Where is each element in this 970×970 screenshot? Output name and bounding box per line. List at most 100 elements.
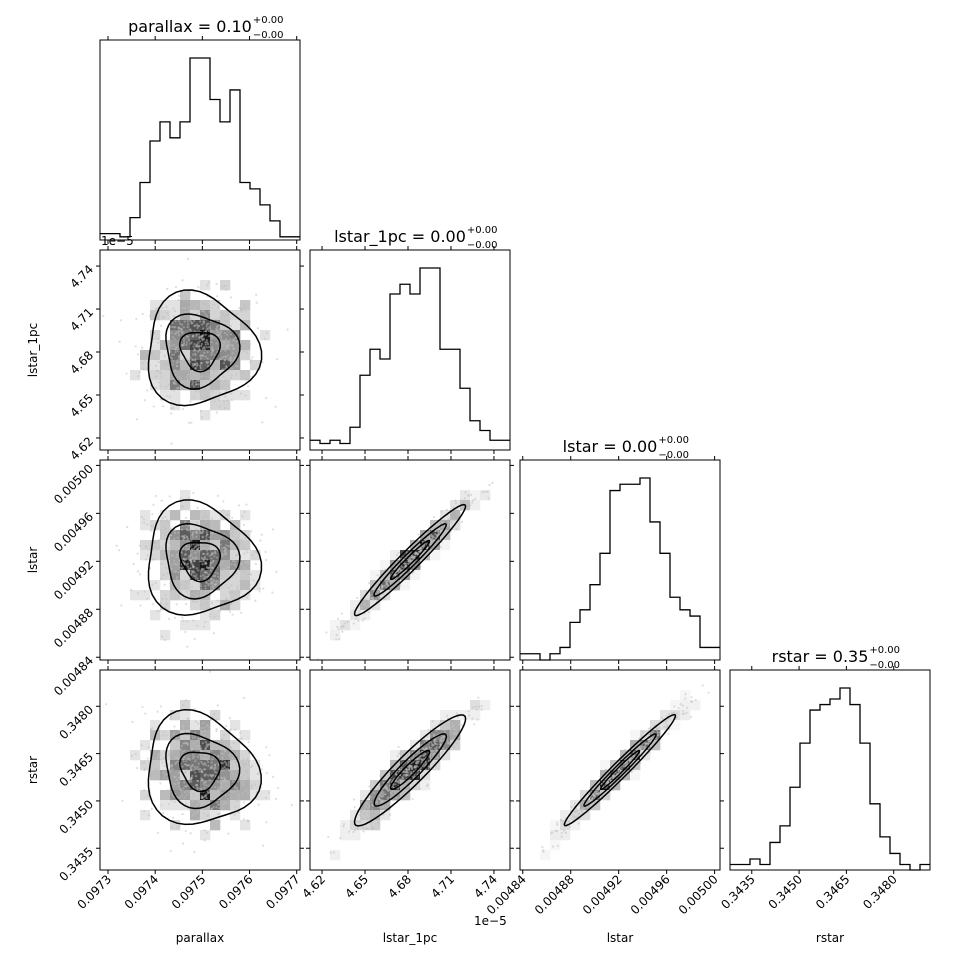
scatter-point — [225, 319, 228, 323]
scatter-point — [223, 284, 226, 287]
scatter-point — [177, 386, 180, 389]
scatter-point — [436, 529, 440, 532]
scatter-point — [202, 302, 205, 305]
density-cell — [200, 740, 211, 751]
scatter-point — [453, 746, 456, 749]
scatter-point — [185, 296, 188, 299]
scatter-point — [169, 589, 173, 593]
scatter-point — [191, 353, 195, 356]
scatter-point — [204, 729, 207, 732]
scatter-point — [245, 596, 248, 599]
density-cell — [220, 530, 231, 541]
scatter-point — [125, 372, 128, 375]
scatter-point — [238, 333, 241, 336]
scatter-point — [190, 543, 193, 546]
scatter-point — [564, 816, 567, 820]
scatter-point — [435, 740, 438, 743]
scatter-point — [206, 341, 209, 344]
scatter-point — [165, 792, 169, 796]
density-cell — [240, 340, 251, 351]
scatter-point — [473, 723, 476, 726]
scatter-point — [381, 585, 384, 588]
scatter-point — [261, 361, 264, 364]
scatter-point — [241, 791, 244, 794]
scatter-point — [378, 589, 381, 592]
scatter-point — [215, 739, 219, 742]
scatter-point — [619, 768, 622, 772]
panel-frame — [519, 459, 721, 661]
scatter-point — [186, 325, 189, 329]
scatter-point — [177, 781, 181, 784]
scatter-point — [221, 806, 224, 809]
scatter-point — [337, 617, 340, 620]
scatter-point — [231, 613, 234, 616]
scatter-point — [203, 786, 206, 789]
density-cell — [350, 620, 361, 631]
scatter-point — [235, 572, 238, 575]
scatter-point — [230, 769, 233, 772]
x-tick-label: 4.71 — [428, 872, 457, 901]
scatter-point — [432, 739, 436, 742]
scatter-point — [221, 756, 224, 759]
scatter-point — [222, 748, 225, 751]
scatter-point — [267, 791, 271, 794]
scatter-point — [160, 795, 163, 798]
scatter-point — [230, 367, 233, 370]
scatter-point — [185, 602, 188, 606]
density-cell — [170, 730, 181, 741]
scatter-point — [200, 380, 203, 384]
scatter-point — [372, 791, 375, 794]
scatter-point — [174, 545, 177, 548]
scatter-point — [201, 395, 204, 398]
scatter-point — [224, 584, 227, 587]
scatter-point — [246, 385, 250, 388]
scatter-point — [154, 364, 158, 368]
scatter-point — [217, 334, 220, 337]
density-cell — [560, 830, 571, 841]
density-cell — [450, 500, 461, 511]
scatter-point — [574, 809, 577, 813]
scatter-point — [151, 602, 155, 606]
scatter-point — [471, 501, 474, 504]
scatter-point — [185, 802, 188, 805]
scatter-point — [210, 390, 214, 393]
density-cell — [190, 810, 201, 821]
density-cell — [170, 510, 181, 521]
density-cell — [200, 560, 211, 571]
scatter-point — [365, 806, 368, 809]
scatter-point — [193, 509, 196, 512]
scatter-point — [230, 796, 233, 800]
scatter-point — [223, 801, 226, 804]
density-cell — [230, 740, 241, 751]
scatter-point — [378, 784, 381, 787]
scatter-point — [236, 585, 240, 588]
scatter-point — [456, 715, 460, 719]
scatter-point — [161, 316, 164, 319]
scatter-point — [195, 576, 198, 579]
scatter-point — [468, 714, 471, 717]
scatter-point — [673, 705, 676, 708]
scatter-point — [690, 696, 693, 699]
scatter-point — [190, 789, 193, 792]
scatter-point — [484, 490, 487, 493]
scatter-point — [204, 561, 207, 564]
scatter-point — [457, 723, 460, 726]
scatter-point — [163, 764, 166, 767]
scatter-point — [174, 382, 177, 385]
panel-frame — [519, 669, 721, 871]
scatter-point — [172, 314, 175, 318]
scatter-point — [598, 792, 601, 795]
scatter-point — [206, 754, 210, 757]
scatter-point — [264, 550, 267, 554]
scatter-point — [199, 582, 202, 586]
density-cell — [200, 380, 211, 391]
scatter-point — [169, 548, 172, 551]
density-cell — [180, 500, 191, 511]
scatter-point — [433, 761, 436, 764]
scatter-point — [225, 724, 228, 728]
density-cell — [450, 710, 461, 721]
scatter-point — [130, 754, 133, 757]
scatter-point — [237, 811, 240, 814]
density-cell — [210, 310, 221, 321]
scatter-point — [352, 622, 355, 625]
